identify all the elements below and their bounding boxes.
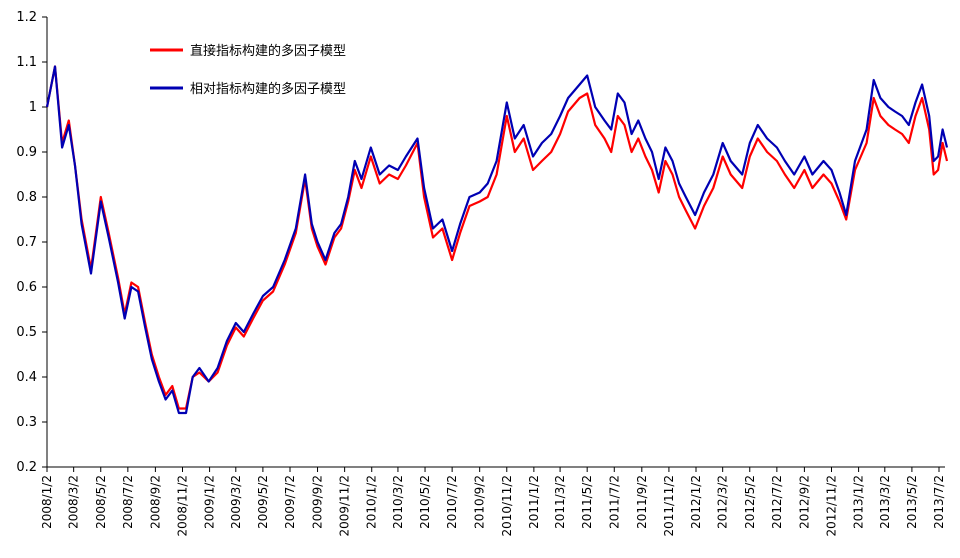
series-line-0: [45, 65, 949, 410]
y-axis: 0.2 0.3 0.4 0.5 0.6 0.7 0.8 0.9 1 1.1 1.2: [16, 10, 48, 475]
x-tick-label: 2013/1/2: [852, 475, 866, 529]
y-tick-label: 0.6: [16, 280, 37, 295]
x-tick-label: 2011/9/2: [635, 475, 649, 529]
x-tick-label: 2008/5/2: [94, 475, 108, 529]
x-tick-label: 2011/1/2: [527, 475, 541, 529]
legend-label-relative: 相对指标构建的多因子模型: [190, 81, 346, 97]
x-axis: 2008/1/2 2008/3/2 2008/5/2 2008/7/2 2008/9/2…: [40, 466, 946, 537]
x-tick-label: 2010/1/2: [365, 475, 379, 529]
x-tick-label: 2009/7/2: [283, 475, 297, 529]
legend-label-direct: 直接指标构建的多因子模型: [190, 43, 346, 59]
y-tick-label: 1.1: [16, 55, 37, 70]
x-tick-label: 2012/9/2: [797, 475, 811, 529]
series-line-1: [45, 65, 949, 415]
y-tick-label: 0.8: [16, 190, 37, 205]
x-tick-label: 2011/11/2: [662, 475, 676, 537]
x-tick-label: 2011/7/2: [607, 475, 621, 529]
x-tick-label: 2011/5/2: [580, 475, 594, 529]
x-tick-label: 2012/7/2: [770, 475, 784, 529]
x-tick-label: 2009/3/2: [229, 475, 243, 529]
x-tick-label: 2010/5/2: [418, 475, 432, 529]
x-tick-label: 2009/9/2: [311, 475, 325, 529]
x-tick-label: 2009/11/2: [338, 475, 352, 537]
y-tick-label: 0.5: [16, 325, 37, 340]
x-tick-label: 2008/1/2: [40, 475, 54, 529]
x-tick-label: 2010/3/2: [391, 475, 405, 529]
x-tick-label: 2008/7/2: [121, 475, 135, 529]
x-tick-label: 2008/3/2: [67, 475, 81, 529]
y-tick-label: 1: [29, 100, 37, 115]
x-tick-label: 2012/3/2: [716, 475, 730, 529]
legend: 直接指标构建的多因子模型 相对指标构建的多因子模型: [150, 43, 346, 97]
x-tick-label: 2008/9/2: [148, 475, 162, 529]
x-tick-label: 2012/1/2: [689, 475, 703, 529]
x-tick-label: 2013/7/2: [932, 475, 946, 529]
y-tick-label: 0.2: [16, 460, 37, 475]
x-tick-label: 2012/5/2: [743, 475, 757, 529]
x-tick-label: 2010/11/2: [500, 475, 514, 537]
x-tick-label: 2010/7/2: [445, 475, 459, 529]
x-tick-label: 2013/3/2: [878, 475, 892, 529]
y-tick-label: 0.4: [16, 370, 37, 385]
x-tick-label: 2009/1/2: [203, 475, 217, 529]
y-tick-label: 0.7: [16, 235, 37, 250]
series-lines: [45, 65, 949, 415]
x-tick-label: 2013/5/2: [905, 475, 919, 529]
x-tick-label: 2011/3/2: [553, 475, 567, 529]
x-tick-label: 2009/5/2: [256, 475, 270, 529]
x-tick-label: 2008/11/2: [175, 475, 189, 537]
y-tick-label: 1.2: [16, 10, 37, 25]
y-tick-label: 0.9: [16, 145, 37, 160]
x-tick-label: 2010/9/2: [473, 475, 487, 529]
x-tick-label: 2012/11/2: [824, 475, 838, 537]
y-tick-label: 0.3: [16, 415, 37, 430]
